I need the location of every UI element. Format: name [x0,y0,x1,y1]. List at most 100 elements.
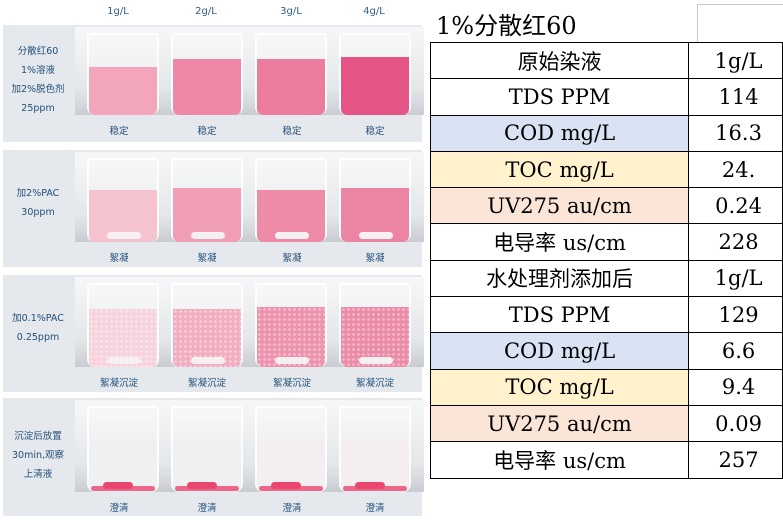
status-label: 澄清 [365,503,385,514]
row-label: 沉淀后放置 [14,431,62,442]
metric-value: 228 [688,223,783,261]
table-row: UV275 au/cm 0.09 [429,404,783,443]
sediment [191,357,225,364]
sediment [187,482,217,489]
column-header: 4g/L [363,6,385,17]
metric-label: TDS PPM [429,296,690,334]
status-label: 稳定 [109,126,129,137]
table-row: TOC mg/L 24. [429,150,783,189]
beaker [171,406,243,492]
column-header: 3g/L [280,6,302,17]
table-row: COD mg/L 6.6 [429,332,783,370]
column-header: 1g/L [107,6,129,17]
metric-label: TOC mg/L [429,368,690,406]
metric-value: 114 [688,78,783,116]
column-header: 2g/L [195,6,217,17]
sediment [271,482,301,489]
dye-liquid [89,67,157,115]
beaker-photo [75,152,424,242]
metric-value: 1g/L [688,259,783,298]
beaker-photo [75,27,424,115]
row-label: 30ppm [21,207,55,218]
metric-label: UV275 au/cm [429,404,690,443]
status-label: 絮凝 [109,253,129,264]
metric-label: TOC mg/L [429,150,690,189]
beaker-photo [75,400,424,492]
table-row: TOC mg/L 9.4 [429,368,783,406]
experiment-row: 加0.1%PAC 0.25ppm 絮凝沉淀 絮凝沉淀 絮凝沉淀 絮凝沉淀 [3,275,424,392]
status-label: 絮凝 [365,253,385,264]
metric-value: 129 [688,296,783,334]
status-label: 澄清 [282,503,302,514]
metric-label: 电导率 us/cm [429,223,690,261]
dye-liquid [173,59,241,115]
sediment [275,357,309,364]
status-label: 稳定 [197,126,217,137]
table-row: COD mg/L 16.3 [429,114,783,152]
row-label: 0.25ppm [16,332,60,343]
sediment [355,482,385,489]
dye-liquid [257,59,325,115]
beaker [339,158,411,242]
status-label: 澄清 [197,503,217,514]
row-label: 加0.1%PAC [12,313,64,324]
experiment-row: 分散红60 1%溶液 加2%脱色剂 25ppm 稳定 稳定 稳定 稳定 [3,25,424,142]
row-label: 25ppm [21,103,55,114]
metric-value: 0.24 [688,187,783,225]
beaker-photo [75,277,424,367]
beaker [87,283,159,367]
status-label: 絮凝沉淀 [187,378,226,389]
metric-value: 1g/L [688,41,783,80]
metric-label: TDS PPM [429,78,690,116]
beaker [87,406,159,492]
sediment-layer [91,486,155,491]
metric-value: 6.6 [688,332,783,370]
table-row: 电导率 us/cm 228 [429,223,783,261]
status-label: 澄清 [109,503,129,514]
beaker [87,158,159,242]
experiment-row: 加2%PAC 30ppm 絮凝 絮凝 絮凝 絮凝 [3,150,424,267]
metric-value: 24. [688,150,783,189]
experiment-row: 沉淀后放置 30min,观察 上清液澄清 澄清 澄清 澄清 [3,398,424,516]
row-label: 加2%脱色剂 [11,84,65,95]
beaker [255,283,327,367]
row-label: 加2%PAC [16,188,60,199]
metric-label: 原始染液 [429,41,690,80]
row-label: 30min,观察 [11,450,65,461]
row-label: 上清液 [23,469,53,480]
beaker [255,33,327,115]
sediment [275,232,309,239]
beaker [87,33,159,115]
dye-liquid [341,57,409,115]
sediment [359,357,393,364]
beaker [255,158,327,242]
metric-label: UV275 au/cm [429,187,690,225]
metric-value: 9.4 [688,368,783,406]
beaker [339,283,411,367]
beaker [255,406,327,492]
table-row: UV275 au/cm 0.24 [429,187,783,225]
table-row: 原始染液 1g/L [429,41,783,80]
table-row: TDS PPM 114 [429,78,783,116]
metric-value: 0.09 [688,404,783,443]
sediment [107,357,141,364]
header-empty-cell [697,4,783,43]
metric-value: 257 [688,441,783,479]
beaker [339,33,411,115]
metric-label: COD mg/L [429,114,690,152]
status-label: 絮凝 [282,253,302,264]
beaker-experiment-panel: 1g/L 2g/L 3g/L 4g/L 分散红60 1%溶液 加2%脱色剂 25ppm 稳定 稳定… [3,6,424,516]
measurement-table: 原始染液 1g/L TDS PPM 114 COD mg/L 16.3 TOC mg/L 24… [429,41,783,479]
beaker [171,33,243,115]
beaker [339,406,411,492]
sediment [191,232,225,239]
sediment-layer [259,486,323,491]
table-row: 水处理剂添加后 1g/L [429,259,783,298]
table-row: 电导率 us/cm 257 [429,441,783,479]
sediment [359,232,393,239]
sediment [107,232,141,239]
sediment [103,482,133,489]
status-label: 絮凝沉淀 [355,378,394,389]
table-title: 1%分散红60 [436,12,577,40]
row-label: 1%溶液 [20,65,56,76]
